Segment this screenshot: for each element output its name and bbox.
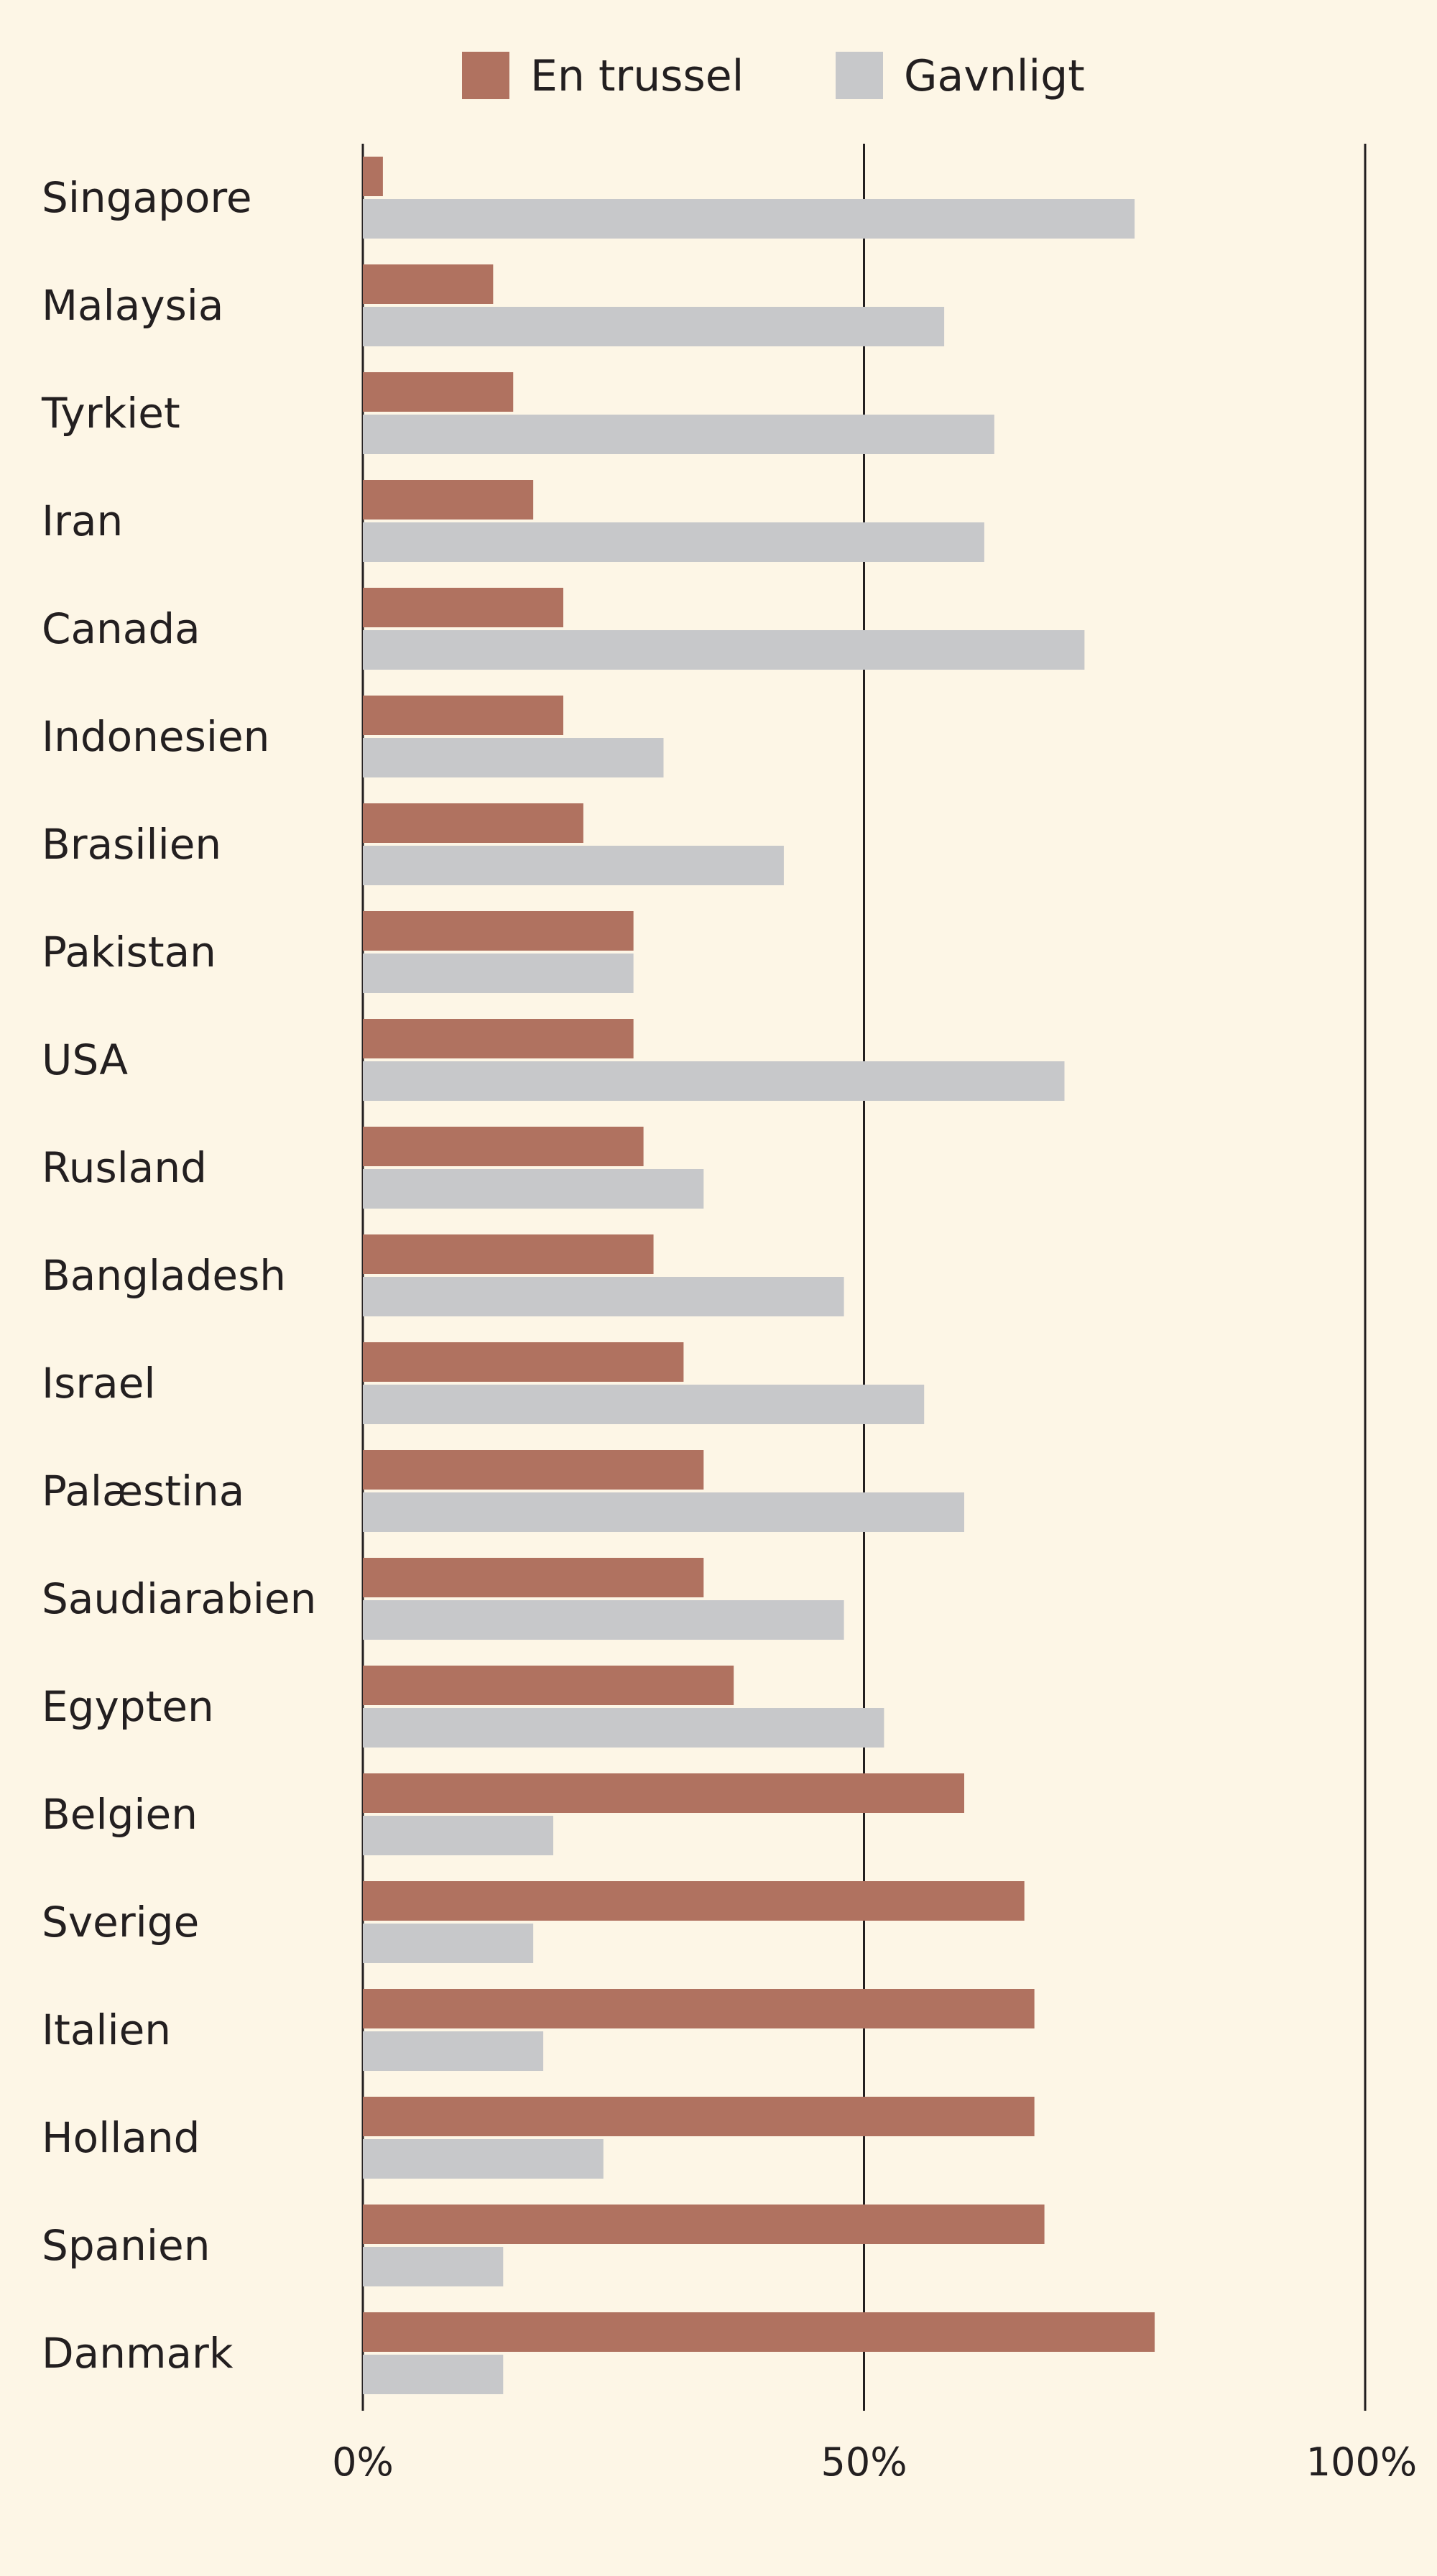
bar-en-trussel-brasilien xyxy=(363,803,583,843)
tick-label-100pct: 100% xyxy=(1306,2439,1417,2485)
category-label-israel: Israel xyxy=(42,1359,156,1408)
bar-en-trussel-canada xyxy=(363,588,563,627)
bar-gavnligt-tyrkiet xyxy=(363,415,994,454)
bar-gavnligt-sverige xyxy=(363,1924,534,1963)
bars xyxy=(363,157,1155,2394)
bar-gavnligt-usa xyxy=(363,1061,1065,1101)
bar-en-trussel-palaestina xyxy=(363,1450,704,1490)
bar-gavnligt-belgien xyxy=(363,1816,554,1855)
bar-en-trussel-israel xyxy=(363,1342,684,1382)
bar-gavnligt-saudiarabien xyxy=(363,1600,844,1640)
category-label-belgien: Belgien xyxy=(42,1790,198,1839)
category-label-indonesien: Indonesien xyxy=(42,712,269,761)
bar-gavnligt-holland xyxy=(363,2139,604,2179)
legend-swatch-gavnligt xyxy=(836,52,883,99)
bar-gavnligt-bangladesh xyxy=(363,1277,844,1316)
category-label-bangladesh: Bangladesh xyxy=(42,1251,286,1300)
bar-en-trussel-iran xyxy=(363,480,534,520)
category-label-sverige: Sverige xyxy=(42,1898,199,1947)
category-label-singapore: Singapore xyxy=(42,173,252,222)
bar-gavnligt-italien xyxy=(363,2031,544,2071)
category-label-rusland: Rusland xyxy=(42,1143,207,1192)
tick-label-50pct: 50% xyxy=(821,2439,907,2485)
bar-gavnligt-indonesien xyxy=(363,738,664,777)
bar-en-trussel-pakistan xyxy=(363,911,634,951)
bar-gavnligt-pakistan xyxy=(363,954,634,993)
x-axis-tick-labels: 0% 50% 100% xyxy=(332,2439,1417,2485)
tick-label-0pct: 0% xyxy=(332,2439,394,2485)
category-label-brasilien: Brasilien xyxy=(42,820,221,869)
bar-en-trussel-danmark xyxy=(363,2312,1155,2352)
bar-en-trussel-sverige xyxy=(363,1881,1025,1921)
bar-gavnligt-palaestina xyxy=(363,1492,964,1532)
bar-en-trussel-rusland xyxy=(363,1127,644,1166)
category-label-iran: Iran xyxy=(42,497,123,545)
bar-gavnligt-spanien xyxy=(363,2247,504,2286)
bar-en-trussel-malaysia xyxy=(363,264,494,304)
bar-en-trussel-saudiarabien xyxy=(363,1558,704,1597)
bar-gavnligt-iran xyxy=(363,522,984,562)
category-label-malaysia: Malaysia xyxy=(42,281,223,330)
bar-gavnligt-brasilien xyxy=(363,846,784,885)
bar-gavnligt-canada xyxy=(363,630,1085,670)
bar-gavnligt-singapore xyxy=(363,199,1135,239)
bar-gavnligt-danmark xyxy=(363,2355,504,2394)
legend-label-gavnligt: Gavnligt xyxy=(904,51,1085,101)
category-label-italien: Italien xyxy=(42,2005,171,2054)
category-label-tyrkiet: Tyrkiet xyxy=(41,389,180,438)
category-labels: Singapore Malaysia Tyrkiet Iran Canada Indone… xyxy=(41,173,316,2378)
bar-en-trussel-belgien xyxy=(363,1773,964,1813)
category-label-danmark: Danmark xyxy=(42,2329,234,2378)
category-label-canada: Canada xyxy=(42,604,200,653)
bar-en-trussel-singapore xyxy=(363,157,383,196)
legend-swatch-en-trussel xyxy=(462,52,509,99)
bar-en-trussel-holland xyxy=(363,2097,1035,2136)
bar-gavnligt-israel xyxy=(363,1385,925,1424)
bar-en-trussel-indonesien xyxy=(363,696,563,735)
bar-en-trussel-egypten xyxy=(363,1666,734,1705)
legend-label-en-trussel: En trussel xyxy=(530,51,744,101)
category-label-saudiarabien: Saudiarabien xyxy=(42,1574,316,1623)
bar-gavnligt-malaysia xyxy=(363,307,945,346)
legend: En trussel Gavnligt xyxy=(462,51,1085,101)
category-label-holland: Holland xyxy=(42,2113,200,2162)
category-label-pakistan: Pakistan xyxy=(42,928,216,977)
category-label-usa: USA xyxy=(42,1035,128,1084)
category-label-egypten: Egypten xyxy=(42,1682,214,1731)
bar-en-trussel-spanien xyxy=(363,2205,1045,2244)
bar-gavnligt-rusland xyxy=(363,1169,704,1209)
category-label-spanien: Spanien xyxy=(42,2221,211,2270)
bar-gavnligt-egypten xyxy=(363,1708,884,1748)
bar-en-trussel-usa xyxy=(363,1019,634,1058)
bar-en-trussel-italien xyxy=(363,1989,1035,2028)
bar-en-trussel-tyrkiet xyxy=(363,372,514,412)
bar-en-trussel-bangladesh xyxy=(363,1234,654,1274)
category-label-palaestina: Palæstina xyxy=(42,1467,244,1515)
